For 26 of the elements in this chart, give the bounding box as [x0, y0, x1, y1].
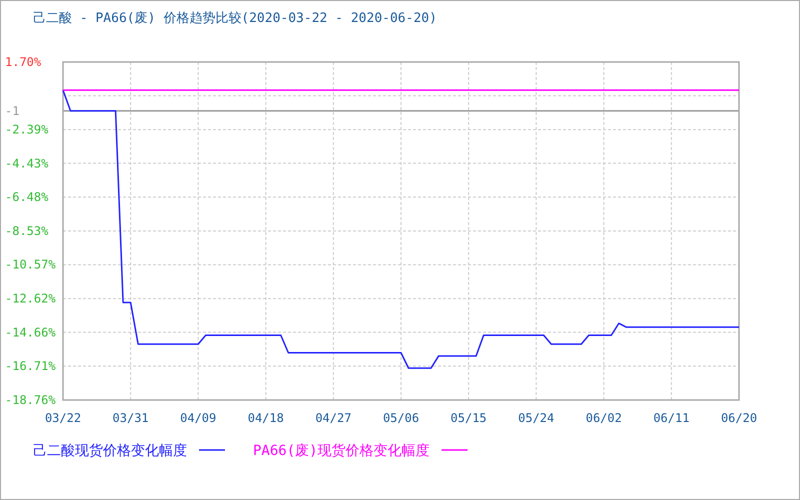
y-tick-label: -4.43%: [5, 156, 50, 170]
y-tick-label: -16.71%: [5, 359, 56, 374]
legend-label: 己二酸现货价格变化幅度: [33, 443, 187, 459]
y-tick-label: -18.76%: [5, 393, 56, 407]
x-tick-label: 05/15: [450, 411, 487, 425]
x-tick-label: 03/31: [112, 411, 149, 425]
y-tick-label: -6.48%: [5, 190, 50, 204]
x-tick-label: 05/24: [518, 411, 554, 425]
x-tick-label: 06/11: [653, 411, 690, 425]
chart-title: 己二酸 - PA66(废) 价格趋势比较(2020-03-22 - 2020-06-20): [33, 11, 437, 26]
y-tick-label: -14.66%: [5, 325, 56, 340]
y-tick-label: 1.70%: [5, 55, 42, 69]
y-tick-label: -8.53%: [5, 224, 50, 238]
line-series: [62, 89, 740, 369]
x-tick-label: 04/09: [180, 411, 216, 425]
x-tick-label: 05/06: [382, 411, 420, 425]
x-tick-label: 06/02: [586, 411, 622, 425]
legend-label: PA66(废)现货价格变化幅度: [253, 443, 430, 459]
x-tick-label: 03/22: [44, 411, 82, 425]
y-tick-label: -12.62%: [5, 292, 56, 306]
y-tick-label: -10.57%: [5, 258, 56, 272]
ref-line-label: -1: [5, 104, 20, 118]
x-tick-label: 06/20: [720, 411, 758, 425]
y-tick-label: -2.39%: [5, 122, 50, 137]
x-tick-label: 04/18: [248, 411, 284, 425]
x-tick-label: 04/27: [315, 411, 352, 425]
